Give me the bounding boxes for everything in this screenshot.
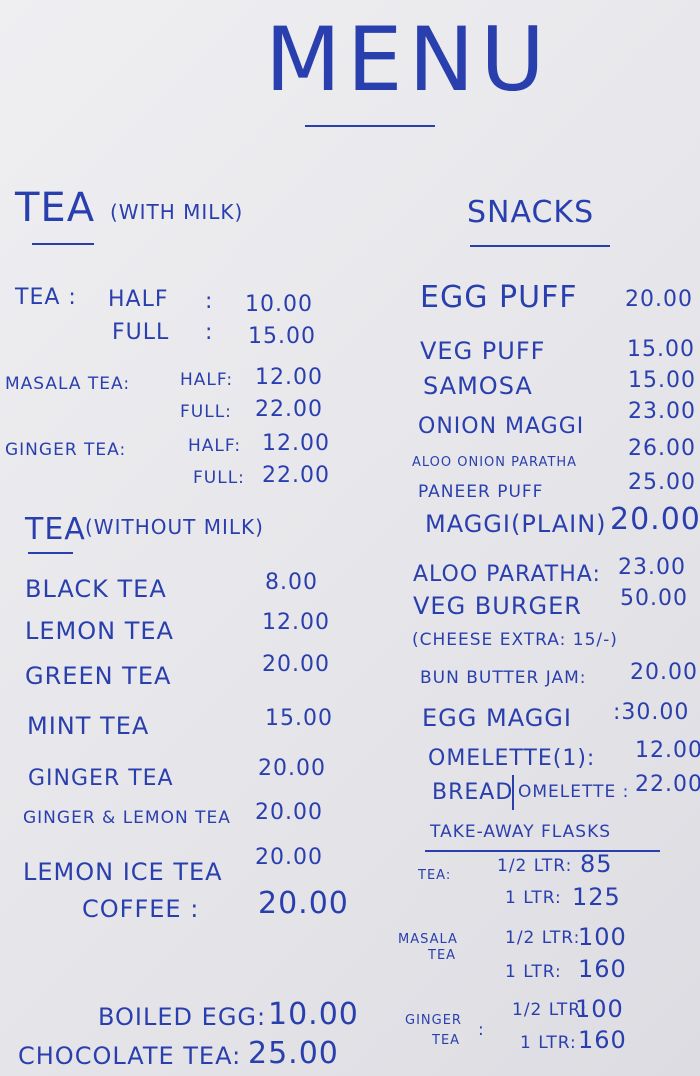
menu-item-name: SAMOSA (423, 372, 533, 400)
menu-item-name: MINT TEA (27, 712, 150, 740)
menu-item-name: OMELETTE(1): (428, 746, 596, 771)
menu-item-price: 20.00 (258, 756, 326, 781)
menu-item-sep: : (205, 320, 214, 345)
menu-item-price: 26.00 (628, 436, 696, 461)
flask-size: 1/2 LTR: (497, 856, 573, 876)
flask-price: 100 (578, 923, 627, 951)
menu-item-name: BREAD (432, 780, 514, 805)
menu-item-name: TEA : (15, 285, 77, 310)
flask-group-name: TEA: (418, 868, 452, 883)
flasks-heading-underline (425, 850, 660, 852)
menu-item-size: HALF: (188, 436, 242, 456)
menu-item-name: ALOO PARATHA: (413, 562, 601, 587)
menu-item-name: LEMON TEA (25, 617, 174, 645)
menu-title: MENU (265, 8, 551, 111)
flask-size: 1 LTR: (505, 962, 562, 982)
menu-item-price: 22.00 (262, 463, 330, 488)
menu-item-price: 12.00 (255, 365, 323, 390)
menu-item-price: 20.00 (255, 845, 323, 870)
menu-item-sep: : (205, 289, 214, 314)
menu-item-price: 20.00 (625, 287, 693, 312)
menu-item-name: CHOCOLATE TEA: (18, 1042, 242, 1070)
menu-item-name: MASALA TEA: (5, 374, 131, 394)
menu-item-name: COFFEE : (82, 895, 200, 923)
flask-size: 1/2 LTR: (512, 1000, 588, 1020)
menu-item-price: 22.00 (635, 772, 700, 797)
flask-price: 160 (578, 1026, 627, 1054)
menu-item-price: 20.00 (258, 886, 349, 921)
flask-group-name: MASALA (398, 932, 458, 947)
menu-item-size: FULL: (180, 402, 232, 422)
menu-item-name: ALOO ONION PARATHA (412, 455, 578, 470)
menu-item-name: ONION MAGGI (418, 414, 585, 439)
menu-item-name: GREEN TEA (25, 662, 172, 690)
menu-item-price: 22.00 (255, 397, 323, 422)
menu-item-price: 20.00 (262, 652, 330, 677)
menu-item-price: 10.00 (268, 997, 359, 1032)
flask-price: 125 (572, 883, 621, 911)
menu-item-price: 25.00 (248, 1036, 339, 1071)
menu-item-price: 50.00 (620, 586, 688, 611)
menu-item-size: HALF (108, 287, 169, 312)
menu-item-size: FULL (112, 320, 170, 345)
menu-item-price: 8.00 (265, 570, 318, 595)
menu-item-price: 25.00 (628, 470, 696, 495)
flask-group-name: GINGER (405, 1013, 462, 1028)
menu-item-name: VEG PUFF (420, 337, 546, 365)
tea-heading-underline (32, 243, 94, 245)
snacks-heading: SNACKS (467, 195, 595, 230)
menu-item-price: 20.00 (255, 800, 323, 825)
bread-omelette-divider (512, 775, 514, 810)
menu-item-name: LEMON ICE TEA (23, 858, 223, 886)
flask-group-name: TEA (432, 1033, 461, 1048)
menu-item-price: 20.00 (630, 660, 698, 685)
tea-without-milk-heading: TEA (25, 512, 86, 547)
menu-item-price: 15.00 (628, 368, 696, 393)
tea-without-milk-note: (WITHOUT MILK) (85, 515, 264, 539)
snacks-heading-underline (470, 245, 610, 247)
flask-group-name: TEA (428, 948, 457, 963)
menu-item-name: EGG MAGGI (422, 704, 572, 732)
menu-item-note: (CHEESE EXTRA: 15/-) (412, 630, 618, 650)
menu-item-price: 15.00 (265, 706, 333, 731)
menu-item-price: 12.00 (262, 610, 330, 635)
tea-with-milk-note: (WITH MILK) (110, 200, 244, 224)
menu-item-price: :30.00 (613, 700, 690, 725)
menu-item-name: BLACK TEA (25, 575, 167, 603)
flask-price: 85 (580, 850, 613, 878)
menu-item-name: BOILED EGG: (98, 1003, 267, 1031)
tea-heading-underline (28, 552, 73, 554)
menu-item-price: 15.00 (248, 324, 316, 349)
menu-item-name: PANEER PUFF (418, 482, 544, 502)
menu-item-price: 12.00 (262, 431, 330, 456)
menu-item-price: 10.00 (245, 292, 313, 317)
flask-size: 1 LTR: (520, 1033, 577, 1053)
flask-price: 100 (575, 995, 624, 1023)
menu-item-name: BUN BUTTER JAM: (420, 668, 587, 688)
menu-item-price: 20.00 (610, 502, 700, 537)
menu-item-name: GINGER TEA (28, 766, 174, 791)
menu-item-name: EGG PUFF (420, 280, 578, 315)
menu-item-name: GINGER & LEMON TEA (23, 808, 231, 828)
tea-with-milk-heading: TEA (15, 185, 96, 231)
menu-item-price: 12.00 (635, 738, 700, 763)
menu-item-name: GINGER TEA: (5, 440, 127, 460)
flask-size: 1/2 LTR: (505, 928, 581, 948)
flasks-heading: TAKE-AWAY FLASKS (430, 822, 612, 842)
menu-item-name: MAGGI(PLAIN) (425, 510, 607, 538)
menu-item-size: HALF: (180, 370, 234, 390)
menu-item-price: 23.00 (628, 399, 696, 424)
menu-item-name: VEG BURGER (413, 592, 582, 620)
flask-sep: : (478, 1020, 485, 1040)
flask-price: 160 (578, 955, 627, 983)
flask-size: 1 LTR: (505, 888, 562, 908)
title-underline (305, 125, 435, 127)
menu-item-size: FULL: (193, 468, 245, 488)
menu-item-name: OMELETTE : (518, 782, 630, 802)
menu-item-price: 23.00 (618, 555, 686, 580)
menu-item-price: 15.00 (627, 337, 695, 362)
